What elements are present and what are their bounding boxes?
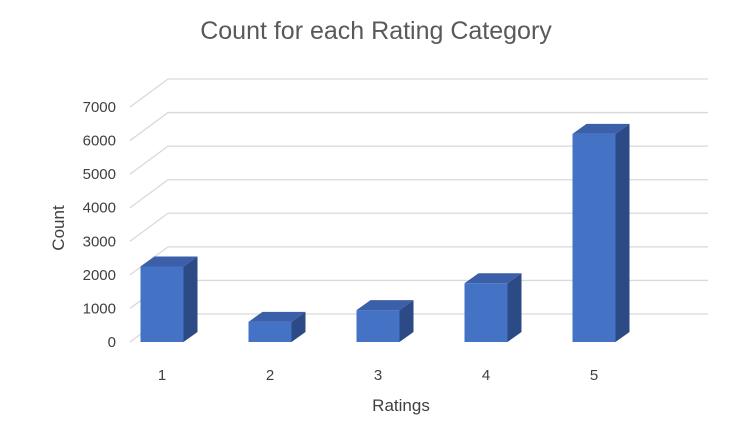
bar-front	[356, 310, 400, 342]
bar	[248, 311, 306, 342]
x-tick-label: 3	[374, 367, 382, 384]
y-tick-label: 6000	[83, 133, 116, 150]
chart-title: Count for each Rating Category	[200, 17, 552, 45]
y-tick-label: 2000	[83, 267, 116, 284]
bar-front	[572, 133, 616, 342]
bar-front	[464, 283, 508, 342]
x-tick-label: 5	[590, 367, 598, 384]
bar-top	[356, 300, 414, 311]
gridline	[129, 111, 708, 142]
bars	[140, 123, 630, 342]
bar	[464, 273, 522, 342]
bar-front	[248, 321, 292, 342]
gridline	[129, 212, 708, 242]
bar	[140, 256, 198, 342]
bar-side	[291, 311, 306, 342]
gridline	[129, 179, 708, 209]
bar-side	[399, 300, 414, 342]
bar-top	[572, 123, 630, 134]
bar-front	[140, 266, 184, 342]
x-axis-label: Ratings	[372, 396, 430, 415]
x-tick-label: 4	[482, 367, 490, 384]
bar-top	[464, 273, 522, 284]
y-tick-label: 7000	[83, 99, 116, 116]
y-tick-label: 0	[108, 334, 116, 351]
bar-top	[248, 311, 306, 322]
y-tick-label: 3000	[83, 233, 116, 250]
y-axis-ticks: 0 1000 2000 3000 4000 5000 6000 7000	[83, 99, 116, 351]
bar	[572, 123, 630, 342]
gridline	[129, 145, 708, 175]
y-tick-label: 1000	[83, 300, 116, 317]
x-axis-ticks: 1 2 3 4 5	[158, 367, 598, 384]
bar-top	[140, 256, 198, 267]
bar-side	[507, 273, 522, 342]
bar-side	[183, 256, 198, 342]
bar	[356, 300, 414, 342]
y-tick-label: 4000	[83, 200, 116, 217]
y-axis-label: Count	[49, 205, 68, 251]
y-tick-label: 5000	[83, 166, 116, 183]
bar-side	[615, 123, 630, 342]
x-tick-label: 2	[266, 367, 274, 384]
x-tick-label: 1	[158, 367, 166, 384]
gridline	[129, 78, 708, 108]
